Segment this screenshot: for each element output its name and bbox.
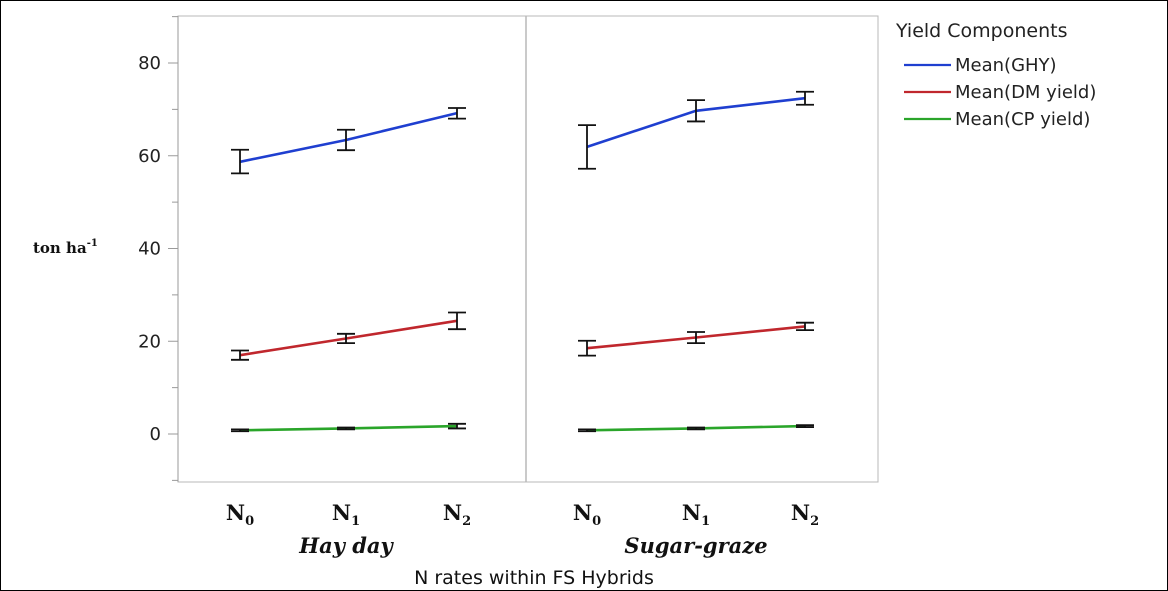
error-bar [337, 128, 355, 152]
y-tick-label: 80 [138, 53, 161, 74]
error-bar [796, 90, 814, 106]
y-axis-label-sup: -1 [87, 238, 98, 249]
error-bar [337, 426, 355, 431]
y-tick-label: 20 [138, 331, 161, 352]
x-tick-label: N1 [332, 500, 360, 529]
error-bar [796, 424, 814, 428]
legend-label: Mean(CP yield) [955, 109, 1090, 130]
x-tick-label: N1 [682, 500, 710, 529]
error-bar [231, 148, 249, 175]
x-tick-label-base: N [332, 500, 351, 525]
error-bar [687, 426, 705, 431]
x-axis-label: N rates within FS Hybrids [414, 567, 654, 589]
legend-item: Mean(GHY) [904, 55, 1057, 76]
error-bar [578, 124, 596, 170]
x-tick-label-sub: 1 [351, 514, 360, 529]
error-bar [231, 428, 249, 433]
legend-item: Mean(CP yield) [904, 109, 1090, 130]
x-tick-label-sub: 2 [810, 514, 819, 529]
error-bar [578, 428, 596, 433]
y-tick-label: 60 [138, 146, 161, 167]
x-tick-label: N2 [443, 500, 471, 529]
y-tick-label: 40 [138, 239, 161, 260]
x-tick-label-sub: 0 [245, 514, 254, 529]
legend-label: Mean(DM yield) [955, 82, 1096, 103]
x-tick-label-base: N [682, 500, 701, 525]
y-tick-label: 0 [150, 424, 161, 445]
x-tick-label: N2 [791, 500, 819, 529]
legend-item: Mean(DM yield) [904, 82, 1096, 103]
x-tick-label: N0 [226, 500, 254, 529]
x-tick-label-base: N [791, 500, 810, 525]
x-tick-label-base: N [443, 500, 462, 525]
error-bar [687, 331, 705, 345]
legend-items: Mean(GHY) Mean(DM yield) Mean(CP yield) [904, 55, 1096, 130]
x-tick-label: N0 [573, 500, 601, 529]
x-tick-label-sub: 2 [462, 514, 471, 529]
error-bar [448, 422, 466, 430]
x-tick-label-base: N [573, 500, 592, 525]
x-tick-label-sub: 1 [701, 514, 710, 529]
y-axis-label-base: ton ha [33, 239, 87, 257]
error-bar [337, 332, 355, 345]
legend: Yield Components Mean(GHY) Mean(DM yield)… [895, 20, 1096, 130]
error-bar [448, 107, 466, 120]
error-bar [448, 311, 466, 331]
error-bar [796, 321, 814, 332]
series-lines [231, 90, 814, 433]
legend-label: Mean(GHY) [955, 55, 1057, 76]
y-axis: 0 20 40 60 80 [138, 16, 179, 482]
x-tick-label-sub: 0 [592, 514, 601, 529]
error-bar [231, 349, 249, 361]
plot-background [177, 15, 879, 483]
legend-title: Yield Components [895, 20, 1067, 42]
error-bar [578, 339, 596, 357]
x-tick-label-base: N [226, 500, 245, 525]
error-bar [687, 99, 705, 123]
group-label: Hay day [298, 533, 394, 558]
y-axis-label: ton ha-1 [33, 238, 98, 257]
group-label: Sugar-graze [624, 533, 767, 558]
